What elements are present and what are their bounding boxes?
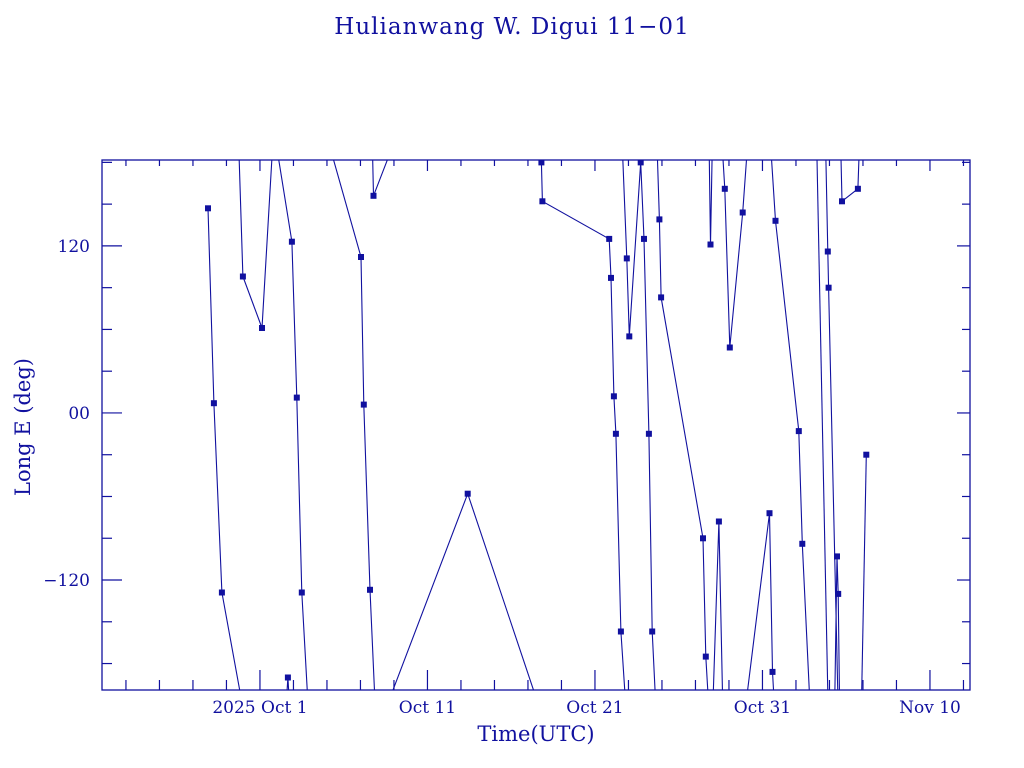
seg-h-marker xyxy=(700,535,706,542)
seg-w-line xyxy=(722,160,748,348)
seg-a-marker xyxy=(210,400,217,407)
seg-s-line xyxy=(825,160,839,690)
seg-g-marker xyxy=(610,393,617,400)
seg-w-marker xyxy=(726,344,733,351)
seg-t-line xyxy=(392,492,535,690)
seg-v-marker xyxy=(707,241,714,248)
seg-c-marker xyxy=(293,394,300,401)
seg-d-marker xyxy=(358,254,364,260)
seg-b-line xyxy=(238,160,273,329)
seg-f-marker xyxy=(649,628,656,635)
seg-g-marker xyxy=(606,235,613,242)
seg-g-marker xyxy=(608,274,614,281)
seg-c2-line xyxy=(286,677,290,690)
seg-q-line xyxy=(771,160,810,690)
seg-r-line xyxy=(816,160,829,690)
seg-h-marker xyxy=(656,216,663,223)
seg-u-marker xyxy=(834,553,840,560)
seg-p-line xyxy=(747,513,775,690)
seg-a-marker xyxy=(218,589,225,596)
data-layer xyxy=(205,160,870,690)
y-axis-title: Long E (deg) xyxy=(11,358,35,496)
seg-f-marker xyxy=(623,255,630,262)
seg-d-marker xyxy=(360,401,367,408)
seg-c-line xyxy=(278,160,308,690)
x-tick-label: Oct 31 xyxy=(734,698,791,718)
seg-g-marker xyxy=(539,198,546,205)
seg-s-marker xyxy=(824,248,831,255)
seg-k-marker xyxy=(863,451,870,458)
seg-j-marker xyxy=(839,198,845,205)
seg-h-marker xyxy=(702,653,709,660)
seg-a-line xyxy=(207,208,241,690)
seg-i-line xyxy=(712,521,723,690)
seg-f-marker xyxy=(626,333,633,340)
y-tick-label: −120 xyxy=(43,571,90,591)
seg-j-line xyxy=(840,160,860,203)
plot-frame xyxy=(101,159,971,691)
seg-g-marker xyxy=(612,430,619,437)
seg-g-marker xyxy=(538,160,545,166)
seg-f-marker xyxy=(641,235,647,242)
x-tick-label: Nov 10 xyxy=(899,698,961,718)
seg-d-line xyxy=(333,160,376,690)
seg-i-marker xyxy=(715,518,722,525)
seg-g-marker xyxy=(617,628,624,635)
seg-c-marker xyxy=(298,589,305,596)
y-tick-label: 00 xyxy=(68,404,90,424)
x-tick-label: Oct 11 xyxy=(399,698,456,718)
seg-w-marker xyxy=(721,185,728,192)
plot-title: Hulianwang W. Digui 11−01 xyxy=(334,14,690,40)
seg-h-marker xyxy=(658,294,665,301)
seg-p-marker xyxy=(766,510,773,517)
seg-w-marker xyxy=(739,209,746,216)
seg-h-line xyxy=(656,160,709,690)
seg-b-marker xyxy=(239,273,246,280)
seg-d-marker xyxy=(367,586,373,593)
seg-s-marker xyxy=(825,284,832,291)
seg-b-marker xyxy=(259,325,265,331)
seg-k-line xyxy=(861,454,867,690)
seg-v-line xyxy=(708,160,713,245)
x-tick-label: Oct 21 xyxy=(566,698,623,718)
seg-a-marker xyxy=(205,205,211,212)
seg-e-marker xyxy=(370,192,377,199)
x-tick-label: 2025 Oct 1 xyxy=(212,698,307,718)
seg-q-marker xyxy=(799,540,806,547)
seg-j-marker xyxy=(854,185,861,192)
seg-f-marker xyxy=(637,160,644,166)
seg-p-marker xyxy=(769,668,776,675)
seg-f-marker xyxy=(645,430,652,437)
seg-c2-marker xyxy=(284,674,291,681)
seg-f-line xyxy=(622,160,656,690)
seg-e-line xyxy=(372,160,388,196)
seg-q-marker xyxy=(772,217,779,224)
seg-g-line xyxy=(540,160,626,690)
y-tick-label: 120 xyxy=(58,237,90,257)
seg-u-marker xyxy=(835,590,842,597)
seg-q-marker xyxy=(795,428,802,435)
x-axis-title: Time(UTC) xyxy=(477,722,595,746)
seg-t-marker xyxy=(464,490,471,497)
seg-c-marker xyxy=(288,238,295,245)
seg-u-line xyxy=(834,556,840,690)
